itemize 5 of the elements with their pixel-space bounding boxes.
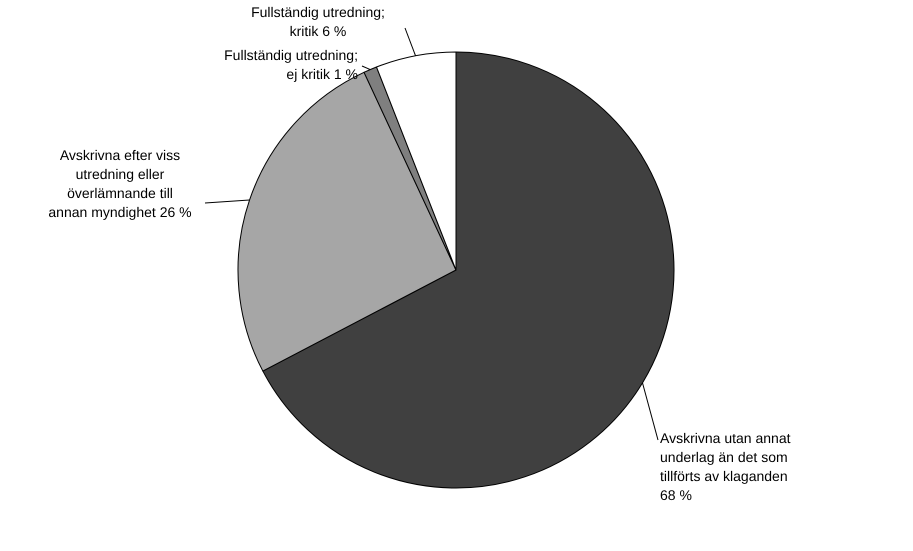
- slice-label: Fullständig utredning; ej kritik 1 %: [224, 47, 358, 82]
- slice-label: Avskrivna efter viss utredning eller överlämnande till annan myndighet 26 %: [48, 147, 192, 220]
- slice-label: Avskrivna utan annat underlag än det som tillförts av klaganden: [660, 430, 791, 484]
- data-label: 68 %: [660, 487, 692, 503]
- slice-label: Fullständig utredning; kritik 6 %: [251, 4, 385, 39]
